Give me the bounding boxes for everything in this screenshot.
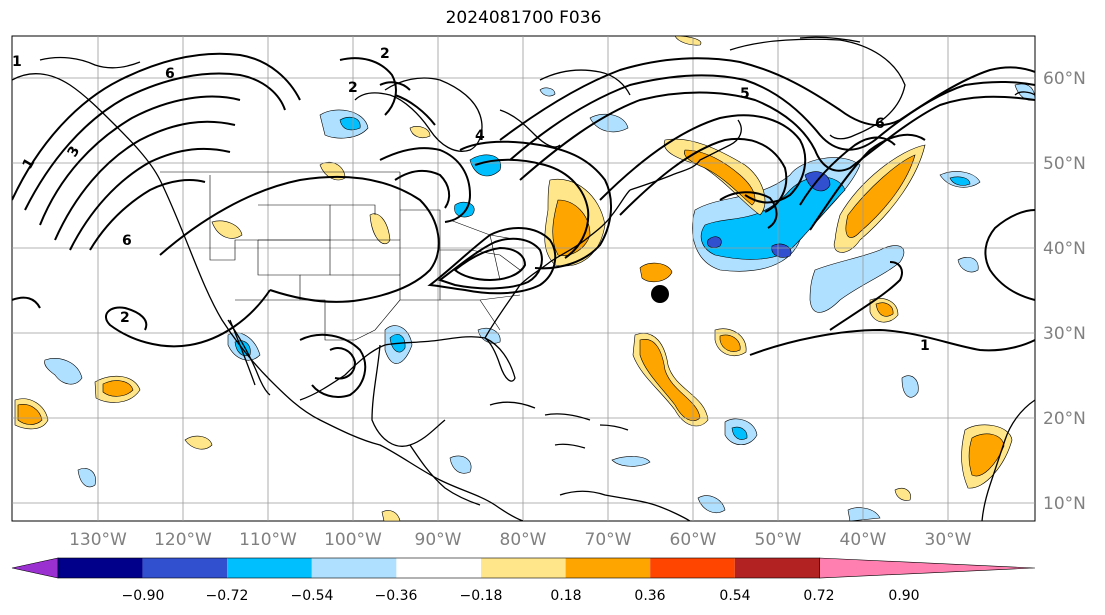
lon-label: 30°W — [925, 530, 972, 550]
colorbar — [11, 557, 1036, 579]
colorbar-tick: −0.90 — [122, 588, 165, 604]
lon-label: 70°W — [585, 530, 632, 550]
lon-label: 110°W — [239, 530, 297, 550]
colorbar-tick-labels: −0.90 −0.72 −0.54 −0.36 −0.18 0.18 0.36 … — [122, 588, 920, 604]
storm-center-marker — [651, 285, 669, 303]
graticule — [12, 36, 1035, 521]
map-frame — [11, 35, 1036, 522]
lat-label: 30°N — [1043, 324, 1086, 344]
lat-label: 20°N — [1043, 409, 1086, 429]
latitude-labels: 60°N 50°N 40°N 30°N 20°N 10°N — [1043, 69, 1086, 514]
colorbar-tick: −0.18 — [460, 588, 503, 604]
contour-label: 1 — [12, 54, 22, 70]
contour-label: 6 — [165, 66, 175, 82]
coastlines — [12, 36, 1035, 521]
colorbar-swatch — [396, 558, 481, 578]
colorbar-swatch — [58, 558, 143, 578]
lon-label: 120°W — [154, 530, 212, 550]
lon-label: 90°W — [415, 530, 462, 550]
contour-label: 4 — [475, 128, 485, 144]
colorbar-tick: 0.36 — [634, 588, 665, 604]
political-borders — [160, 171, 521, 341]
contour-label: 2 — [120, 310, 130, 326]
longitude-labels: 130°W 120°W 110°W 100°W 90°W 80°W 70°W 6… — [69, 530, 972, 550]
colorbar-arrow-low — [11, 557, 59, 579]
colorbar-swatch — [565, 558, 651, 578]
colorbar-tick: 0.54 — [719, 588, 750, 604]
lat-label: 40°N — [1043, 239, 1086, 259]
colorbar-swatch — [734, 558, 820, 578]
colorbar-tick: 0.72 — [803, 588, 834, 604]
contour-label: 1 — [920, 338, 930, 354]
lon-label: 40°W — [840, 530, 887, 550]
colorbar-tick: 0.18 — [550, 588, 581, 604]
contour-label: 2 — [348, 80, 358, 96]
colorbar-frame — [57, 557, 820, 579]
colorbar-swatch — [142, 558, 228, 578]
contour-label: 6 — [122, 233, 132, 249]
colorbar-swatch — [650, 558, 735, 578]
colorbar-tick: −0.36 — [375, 588, 418, 604]
contour-label: 2 — [380, 46, 390, 62]
lon-label: 50°W — [755, 530, 802, 550]
colorbar-swatch — [227, 558, 312, 578]
contour-label: 5 — [740, 86, 750, 102]
lon-label: 80°W — [500, 530, 547, 550]
map-title: 2024081700 F036 — [445, 8, 602, 28]
lat-label: 60°N — [1043, 69, 1086, 89]
lat-label: 10°N — [1043, 494, 1086, 514]
lat-label: 50°N — [1043, 154, 1086, 174]
colorbar-swatch — [311, 558, 397, 578]
colorbar-arrow-high — [819, 557, 1036, 579]
colorbar-tick: 0.90 — [888, 588, 919, 604]
lon-label: 130°W — [69, 530, 127, 550]
contour-label: 6 — [875, 116, 885, 132]
colorbar-swatch — [481, 558, 566, 578]
lon-label: 100°W — [324, 530, 382, 550]
colorbar-tick: −0.72 — [206, 588, 249, 604]
height-contours — [12, 52, 1035, 398]
contour-labels: 1 3 6 2 6 2 4 5 6 1 1 2 — [12, 46, 930, 354]
colorbar-tick: −0.54 — [291, 588, 334, 604]
lon-label: 60°W — [670, 530, 717, 550]
